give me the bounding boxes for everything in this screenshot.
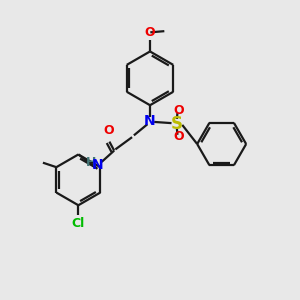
Text: S: S <box>171 115 183 133</box>
Text: O: O <box>173 130 184 143</box>
Text: H: H <box>86 156 96 169</box>
Text: O: O <box>145 26 155 39</box>
Text: N: N <box>144 114 156 128</box>
Text: O: O <box>173 104 184 117</box>
Text: O: O <box>103 124 113 136</box>
Text: Cl: Cl <box>72 217 85 230</box>
Text: N: N <box>92 158 103 172</box>
